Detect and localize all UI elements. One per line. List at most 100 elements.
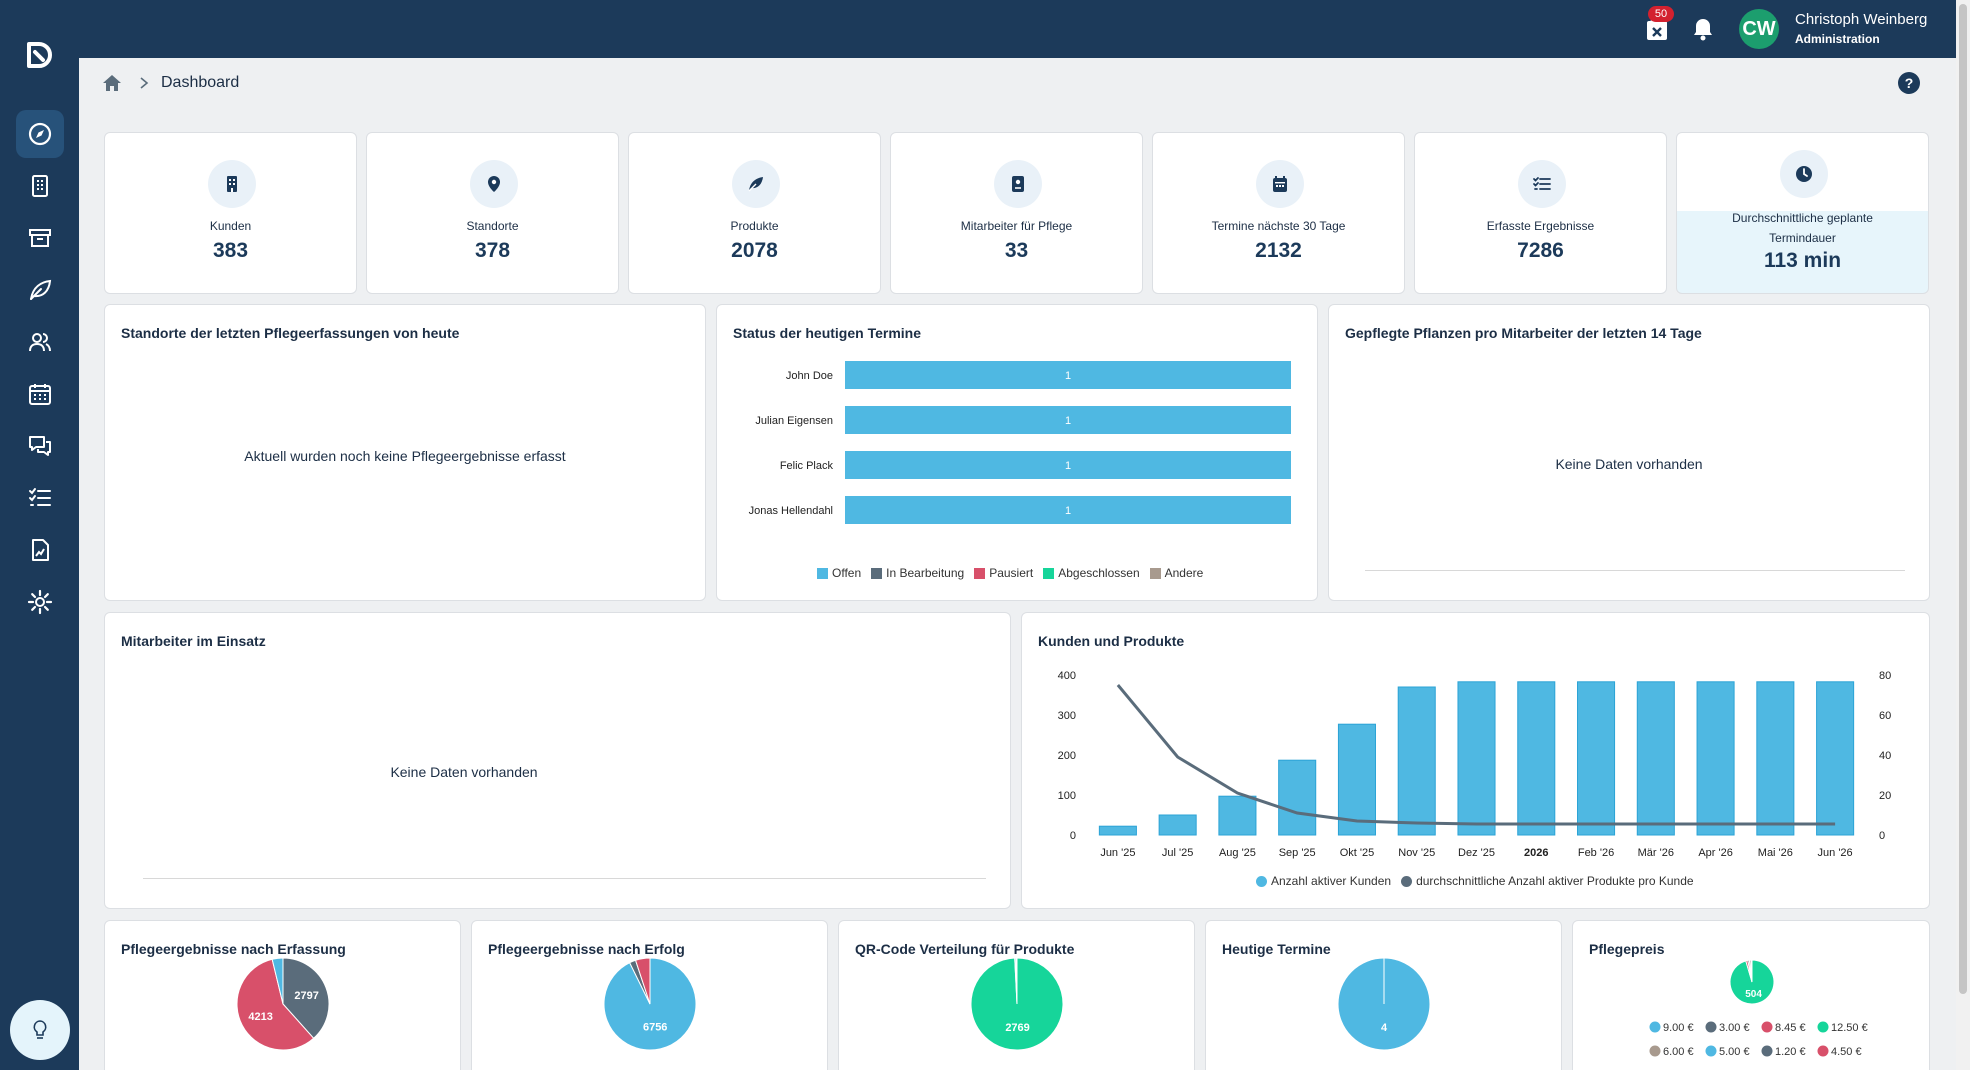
legend-label: 4.50 €	[1831, 1046, 1862, 1058]
pie-slice-label: 2797	[294, 990, 318, 1002]
panel-title: Gepflegte Pflanzen pro Mitarbeiter der l…	[1345, 325, 1702, 341]
help-button[interactable]: ?	[1898, 72, 1920, 94]
checklist-icon	[29, 488, 51, 506]
sidebar-item-kunden[interactable]	[16, 162, 64, 210]
bar-value-label: 1	[1065, 460, 1071, 472]
page-title: Dashboard	[161, 74, 240, 91]
panel-erfassung: Pflegeergebnisse nach Erfassung 2797 4213	[104, 920, 461, 1070]
y-axis-right-tick: 60	[1879, 710, 1891, 722]
panel-title: Mitarbeiter im Einsatz	[121, 633, 266, 649]
y-axis-left-tick: 100	[1058, 790, 1076, 802]
leaf-icon	[732, 160, 780, 208]
panel-title: Pflegeergebnisse nach Erfassung	[121, 941, 346, 957]
y-axis-right-tick: 80	[1879, 670, 1891, 682]
clock-icon	[1780, 150, 1828, 198]
x-axis-tick: Mär '26	[1638, 847, 1674, 859]
legend-item[interactable]: In Bearbeitung	[871, 566, 964, 580]
legend-item[interactable]: Andere	[1149, 566, 1203, 580]
bar-category-label: Felic Plack	[780, 460, 834, 472]
panel-gepflegte-pflanzen: Gepflegte Pflanzen pro Mitarbeiter der l…	[1328, 304, 1930, 601]
x-axis-tick: Jul '25	[1162, 847, 1193, 859]
app-logo-icon[interactable]	[20, 36, 58, 74]
x-axis-tick: 2026	[1524, 847, 1548, 859]
legend-label: In Bearbeitung	[886, 566, 965, 580]
scrollbar-thumb[interactable]	[1959, 4, 1967, 994]
panel-title: Kunden und Produkte	[1038, 633, 1185, 649]
building-icon	[208, 160, 256, 208]
bar-value-label: 1	[1065, 370, 1071, 382]
legend-item[interactable]: Anzahl aktiver Kunden	[1256, 874, 1391, 888]
kpi-value: 33	[1004, 239, 1029, 262]
kpi-label: Erfasste Ergebnisse	[1486, 219, 1595, 233]
sidebar-item-nachrichten[interactable]	[16, 422, 64, 470]
chart-baseline	[143, 878, 986, 879]
x-axis-tick: Dez '25	[1458, 847, 1495, 859]
legend-swatch	[974, 567, 986, 579]
x-axis-tick: Mai '26	[1758, 847, 1793, 859]
legend-swatch	[1761, 1021, 1773, 1033]
kpi-label: Durchschnittliche geplante Termindauer	[1732, 211, 1873, 245]
legend-swatch	[1256, 875, 1267, 887]
legend-item[interactable]: durchschnittliche Anzahl aktiver Produkt…	[1401, 874, 1694, 888]
sidebar-item-mitarbeiter[interactable]	[16, 318, 64, 366]
legend-label: 12.50 €	[1831, 1022, 1868, 1034]
pie-slice-label: 504	[1745, 989, 1762, 1000]
gear-icon	[27, 589, 53, 615]
bar-category-label: John Doe	[786, 370, 833, 382]
chat-icon	[29, 436, 51, 456]
legend-label: Anzahl aktiver Kunden	[1271, 874, 1392, 888]
x-axis-tick: Aug '25	[1219, 847, 1256, 859]
panel-pflegepreis: Pflegepreis 504 9.00 € 3.00 € 8.45 € 12.50 €…	[1572, 920, 1930, 1070]
sidebar-item-produkte[interactable]	[16, 266, 64, 314]
pie-slice	[282, 957, 330, 1039]
user-role: Administration	[1795, 32, 1880, 46]
erfassung-pie-chart: 2797 4213	[236, 957, 330, 1051]
bell-icon[interactable]	[1691, 16, 1715, 42]
x-axis-tick: Feb '26	[1578, 847, 1614, 859]
legend-item[interactable]: Pausiert	[974, 566, 1033, 580]
sidebar-item-archive[interactable]	[16, 214, 64, 262]
customer-bar	[1696, 681, 1735, 836]
archive-icon	[29, 229, 51, 247]
legend-label: durchschnittliche Anzahl aktiver Produkt…	[1416, 874, 1694, 888]
calendar-icon	[1256, 160, 1304, 208]
customer-bar	[1457, 681, 1496, 836]
x-axis-tick: Jun '25	[1100, 847, 1135, 859]
leaf-icon	[30, 279, 52, 300]
legend-swatch	[1401, 875, 1413, 887]
sidebar-item-einstellungen[interactable]	[16, 578, 64, 626]
user-avatar[interactable]: CW	[1739, 9, 1779, 49]
bar-category-label: Jonas Hellendahl	[749, 505, 833, 517]
legend-label: 6.00 €	[1663, 1046, 1694, 1058]
badge-icon	[994, 160, 1042, 208]
legend-swatch	[1649, 1045, 1661, 1057]
pie-slice-label: 6756	[643, 1021, 667, 1033]
kpi-card-produkte: Produkte 2078	[628, 132, 881, 294]
legend-item[interactable]: Abgeschlossen	[1043, 566, 1140, 580]
pie-slice-label: 4213	[248, 1011, 272, 1023]
sidebar-item-ergebnisse[interactable]	[16, 474, 64, 522]
notification-count-badge: 50	[1648, 6, 1674, 22]
y-axis-right-tick: 20	[1879, 790, 1891, 802]
empty-state-text: Keine Daten vorhanden	[1555, 456, 1703, 472]
x-axis-tick: Nov '25	[1398, 847, 1435, 859]
sidebar-item-dashboard[interactable]	[16, 110, 64, 158]
help-bulb-button[interactable]	[10, 1000, 70, 1060]
kpi-value: 383	[212, 239, 249, 262]
legend-swatch	[1705, 1021, 1717, 1033]
customer-bar	[1636, 681, 1675, 836]
customer-bar	[1337, 723, 1376, 836]
sidebar-item-termine[interactable]	[16, 370, 64, 418]
panel-heutige-termine: Heutige Termine 4	[1205, 920, 1562, 1070]
user-name[interactable]: Christoph Weinberg	[1795, 11, 1928, 28]
legend-label: 5.00 €	[1719, 1046, 1750, 1058]
panel-standorte: Standorte der letzten Pflegeerfassungen …	[104, 304, 706, 601]
legend-item[interactable]: Offen	[817, 566, 861, 580]
sidebar	[0, 0, 79, 1070]
panel-title: Status der heutigen Termine	[733, 325, 921, 341]
sidebar-item-berichte[interactable]	[16, 526, 64, 574]
y-axis-left-tick: 200	[1058, 750, 1076, 762]
home-icon[interactable]	[101, 72, 123, 94]
erfolg-pie-chart: 6756	[603, 957, 697, 1051]
